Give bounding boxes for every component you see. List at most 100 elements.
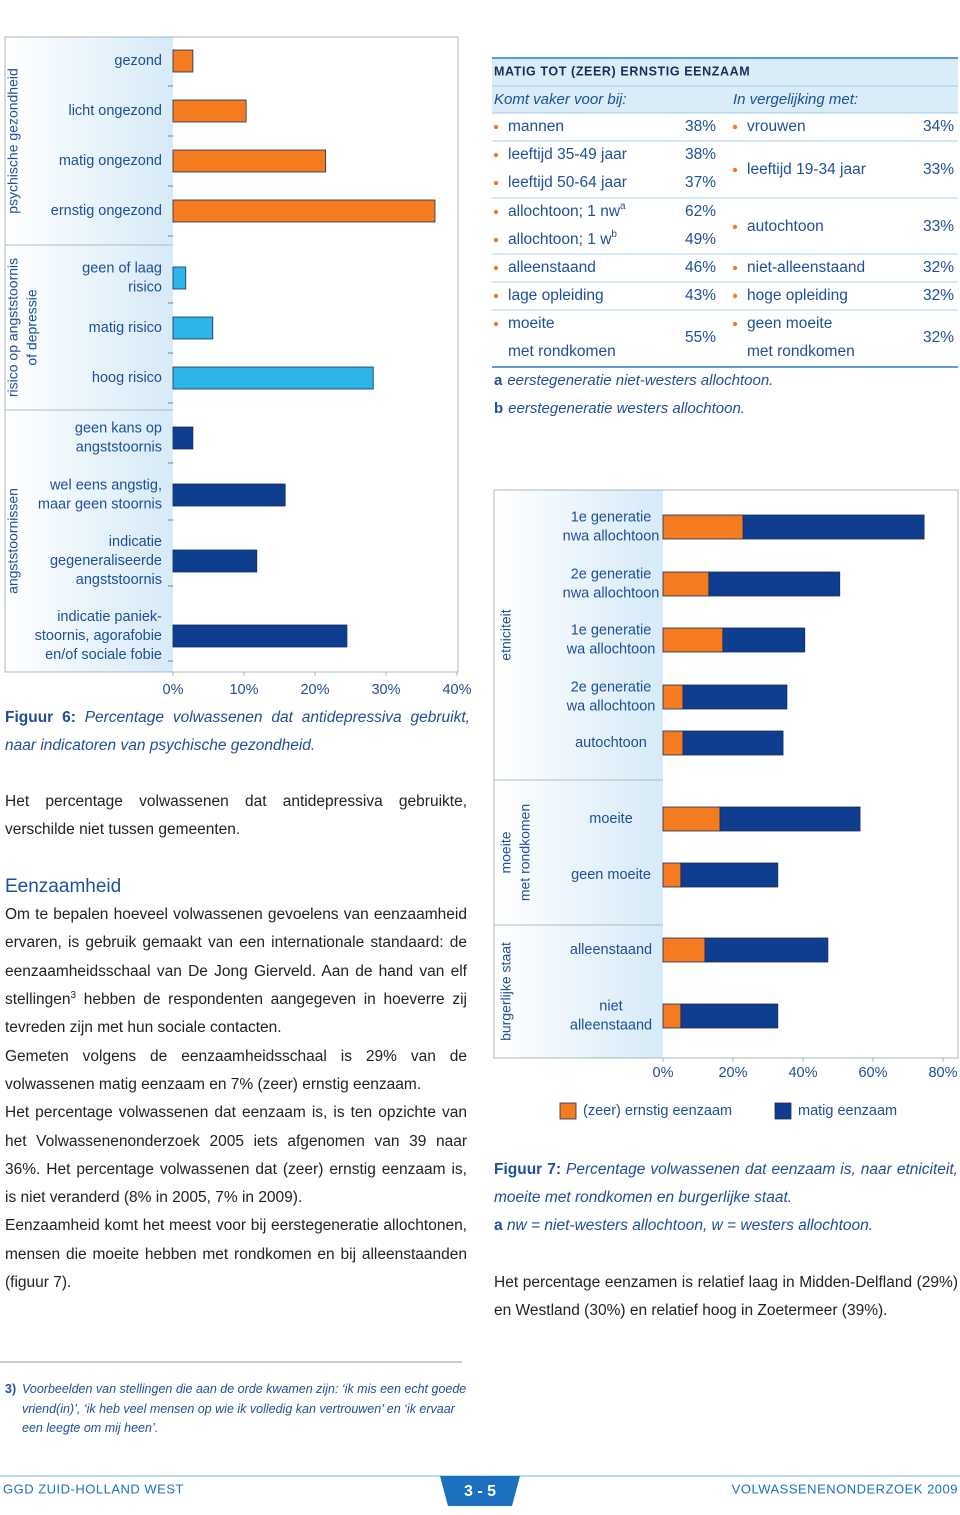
chart-frame (4, 36, 459, 673)
bar-segment (682, 730, 784, 756)
category-label: risico (128, 279, 162, 295)
table-cell: alleenstaand (508, 259, 596, 276)
cell-text: lage opleiding (508, 287, 604, 304)
category-label: wa allochtoon (566, 698, 656, 714)
cell-text: autochtoon (747, 218, 824, 235)
cell-text: met rondkomen (747, 343, 855, 360)
bar-segment (708, 571, 841, 597)
footnote: Voorbeelden van stellingen die aan de or… (22, 1380, 470, 1439)
bullet (493, 124, 499, 130)
bar-segment (719, 806, 861, 832)
x-tick-label: 40% (442, 682, 471, 698)
paragraph: Het percentage eenzamen is relatief laag… (494, 1274, 958, 1320)
footnote-text: Voorbeelden van stellingen die aan de or… (22, 1382, 467, 1435)
bar-segment (662, 514, 744, 540)
category-label: alleenstaand (570, 1017, 652, 1033)
category-label: moeite (589, 811, 633, 827)
bar (172, 99, 247, 123)
table-value: 32% (923, 287, 954, 304)
bar-segment (662, 1003, 682, 1029)
table-value: 32% (923, 329, 954, 346)
figure-7-caption: Figuur 7: Percentage volwassenen dat een… (494, 1156, 958, 1240)
footer-left: GGD ZUID-HOLLAND WEST (3, 1481, 184, 1496)
bar (172, 266, 187, 290)
table-value: 49% (685, 231, 716, 248)
category-label: indicatie (109, 534, 162, 550)
bar (172, 624, 348, 648)
section-heading: Eenzaamheid (5, 875, 122, 897)
bar-segment (680, 862, 779, 888)
label-panel (5, 37, 173, 672)
bar (172, 549, 258, 573)
bullet (493, 152, 499, 158)
category-label: maar geen stoornis (38, 496, 162, 512)
table-cell: geen moeite (747, 315, 832, 332)
bullet (493, 265, 499, 271)
category-label: gezond (114, 53, 162, 69)
category-label: angststoornis (76, 572, 162, 588)
bar (172, 366, 374, 390)
bullet (732, 224, 738, 230)
bar (172, 199, 436, 223)
category-label: licht ongezond (68, 103, 162, 119)
cell-text: mannen (508, 118, 564, 135)
group-label: psychische gezondheid (5, 68, 21, 214)
bullet (493, 293, 499, 299)
legend-label: (zeer) ernstig eenzaam (583, 1103, 732, 1119)
category-label: indicatie paniek- (57, 609, 162, 625)
bar-segment (662, 806, 721, 832)
table-header: Komt vaker voor bij: (494, 91, 627, 108)
cell-text: leeftijd 19-34 jaar (747, 161, 866, 178)
category-label: hoog risico (92, 370, 162, 386)
x-tick-label: 80% (928, 1065, 957, 1081)
footnote-ref: 3 (70, 989, 77, 1001)
text-run: Om te bepalen hoeveel volwassenen gevoel… (5, 906, 467, 1009)
bar-segment (662, 862, 682, 888)
paragraph: Het percentage volwassenen dat antidepre… (5, 793, 467, 839)
bar (172, 426, 194, 450)
group-label: burgerlijke staat (498, 942, 514, 1041)
group-label: of depressie (24, 289, 40, 365)
page-number-tab (440, 1476, 520, 1506)
bullet (732, 265, 738, 271)
bullet (732, 124, 738, 130)
bullet (732, 321, 738, 327)
category-label: geen of laag (82, 260, 162, 276)
category-label: niet (599, 998, 622, 1014)
x-tick-label: 10% (229, 682, 258, 698)
caption-text: Percentage volwassenen dat eenzaam is, n… (494, 1161, 958, 1206)
note-marker: b (494, 400, 503, 417)
category-label: angststoornis (76, 439, 162, 455)
table-cell: hoge opleiding (747, 287, 848, 304)
table-cell: niet-alleenstaand (747, 259, 865, 276)
bar-segment (680, 1003, 779, 1029)
superscript: b (611, 229, 617, 240)
text-run: hebben de respondenten aangegeven in hoe… (5, 991, 468, 1037)
footnote-marker: 3) (5, 1382, 17, 1396)
table-value: 43% (685, 287, 716, 304)
cell-text: met rondkomen (508, 343, 616, 360)
table-value: 46% (685, 259, 716, 276)
table-cell: autochtoon (747, 218, 824, 235)
x-tick-label: 0% (163, 682, 184, 698)
table-cell: met rondkomen (747, 343, 855, 360)
bar-segment (662, 730, 684, 756)
figure-6-caption: Figuur 6: Percentage volwassenen dat ant… (5, 704, 470, 760)
group-label: met rondkomen (517, 804, 533, 901)
group-label: angststoornissen (5, 488, 21, 594)
bar (172, 316, 214, 340)
bullet (732, 167, 738, 173)
category-label: 2e generatie (571, 566, 652, 582)
label-panel (494, 490, 663, 1058)
table-value: 38% (685, 146, 716, 163)
cell-text: allochtoon; 1 nw (508, 203, 621, 220)
category-label: 1e generatie (571, 622, 652, 638)
category-label: nwa allochtoon (563, 528, 660, 544)
category-label: gegeneraliseerde (50, 553, 162, 569)
category-label: nwa allochtoon (563, 585, 660, 601)
bar (172, 149, 327, 173)
x-tick-label: 60% (858, 1065, 887, 1081)
cell-text: vrouwen (747, 118, 806, 135)
bar (172, 49, 194, 73)
